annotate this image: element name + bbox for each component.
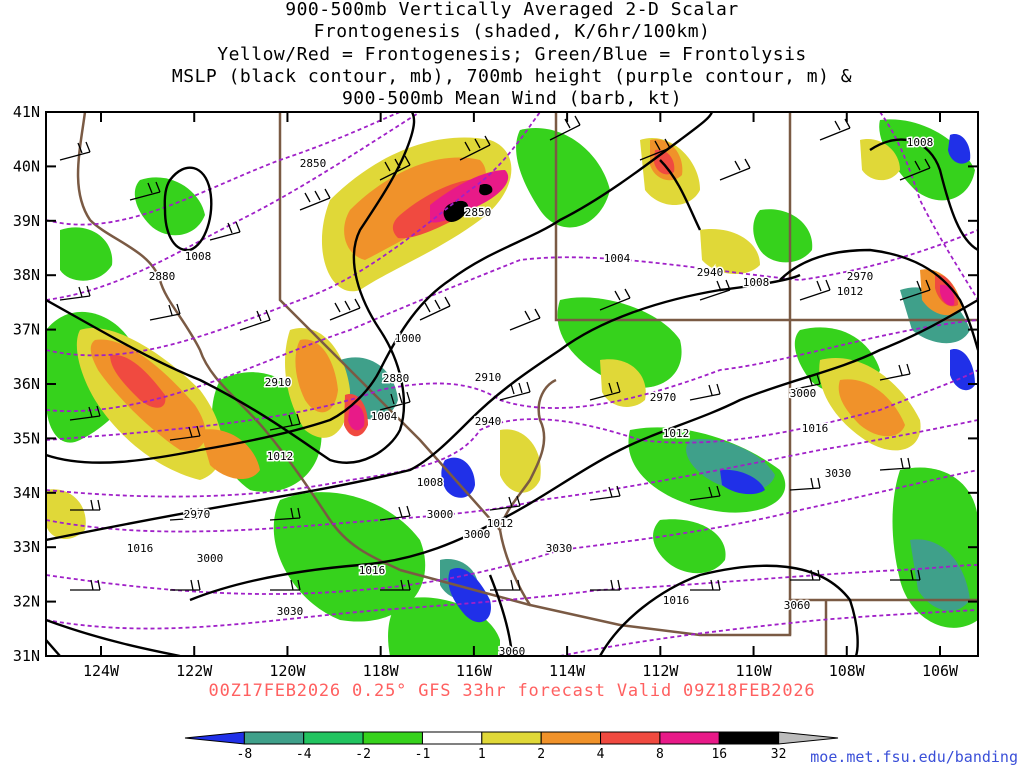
height-label: 3000	[790, 387, 817, 400]
state-borders	[76, 112, 978, 656]
title-line-5: 900-500mb Mean Wind (barb, kt)	[341, 88, 683, 109]
height-label: 2850	[300, 157, 327, 170]
lon-label: 118W	[363, 662, 400, 680]
height-label: 3000	[197, 552, 224, 565]
mslp-label: 1012	[837, 285, 864, 298]
mslp-label: 1008	[743, 276, 770, 289]
lat-label: 38N	[13, 266, 40, 284]
mslp-label: 1000	[395, 332, 422, 345]
height-label: 2970	[847, 270, 874, 283]
colorbar-label: 4	[597, 747, 605, 762]
latitude-axis: 41N 40N 39N 38N 37N 36N 35N 34N 33N 32N 31N	[13, 103, 978, 665]
colorbar-label: 16	[711, 747, 727, 762]
colorbar: -8 -4 -2 -1 1 2 4 8 16 32	[184, 731, 839, 762]
lat-label: 41N	[13, 103, 40, 121]
mslp-label: 1008	[417, 476, 444, 489]
height-label: 2910	[475, 371, 502, 384]
mslp-label: 1016	[359, 564, 386, 577]
lon-label: 108W	[829, 662, 866, 680]
lon-label: 124W	[83, 662, 120, 680]
title-line-2: Frontogenesis (shaded, K/6hr/100km)	[313, 21, 711, 42]
colorbar-swatch	[362, 731, 423, 745]
lon-label: 120W	[269, 662, 306, 680]
mslp-label: 1004	[604, 252, 631, 265]
colorbar-label: -1	[415, 747, 431, 762]
lon-label: 114W	[549, 662, 586, 680]
height-label: 2940	[697, 266, 724, 279]
credit-link[interactable]: moe.met.fsu.edu/banding	[810, 748, 1018, 766]
colorbar-swatch	[600, 731, 661, 745]
lon-label: 116W	[456, 662, 493, 680]
mslp-label: 1004	[371, 410, 398, 423]
mslp-label: 1008	[907, 136, 934, 149]
contour-labels: 1008 1008 1004 1000 1004 1012 1008 1016 …	[125, 135, 935, 660]
mslp-label: 1016	[802, 422, 829, 435]
longitude-axis: 124W 122W 120W 118W 116W 114W 112W 110W 108W 106W	[83, 112, 959, 680]
mslp-label: 1016	[127, 542, 154, 555]
height-label: 2880	[383, 372, 410, 385]
height-label: 3000	[464, 528, 491, 541]
colorbar-swatch	[481, 731, 542, 745]
height-label: 3000	[427, 508, 454, 521]
mslp-label: 1012	[663, 427, 690, 440]
lon-label: 112W	[642, 662, 679, 680]
height-label: 3030	[825, 467, 852, 480]
mslp-contours	[46, 112, 978, 656]
lat-label: 37N	[13, 321, 40, 339]
mslp-label: 1012	[267, 450, 294, 463]
colorbar-swatch	[540, 731, 602, 745]
title-line-4: MSLP (black contour, mb), 700mb height (…	[171, 66, 853, 87]
colorbar-label: -8	[237, 747, 253, 762]
colorbar-swatch	[184, 731, 245, 745]
lat-label: 33N	[13, 538, 40, 556]
lat-label: 39N	[13, 212, 40, 230]
height-label: 2910	[265, 376, 292, 389]
mslp-label: 1016	[663, 594, 690, 607]
mslp-label: 1012	[487, 517, 514, 530]
height-label: 2850	[465, 206, 492, 219]
lon-label: 106W	[922, 662, 959, 680]
lon-label: 110W	[735, 662, 772, 680]
height-label: 3030	[546, 542, 573, 555]
colorbar-label: 2	[537, 747, 545, 762]
colorbar-label: -2	[355, 747, 371, 762]
title-line-1: 900-500mb Vertically Averaged 2-D Scalar	[285, 0, 739, 20]
wind-barbs	[59, 115, 931, 591]
height-label: 2880	[149, 270, 176, 283]
colorbar-label: 8	[656, 747, 664, 762]
colorbar-swatch	[718, 731, 780, 745]
lon-label: 122W	[176, 662, 213, 680]
colorbar-swatch	[243, 731, 305, 745]
lat-label: 31N	[13, 647, 40, 665]
colorbar-swatch	[659, 731, 720, 745]
height-label: 2940	[475, 415, 502, 428]
frontogenesis-shading	[46, 119, 978, 656]
height-label: 3060	[784, 599, 811, 612]
height-label: 3030	[277, 605, 304, 618]
lat-label: 32N	[13, 593, 40, 611]
forecast-valid-text: 00Z17FEB2026 0.25° GFS 33hr forecast Val…	[208, 681, 816, 701]
colorbar-swatch	[421, 731, 483, 745]
lat-label: 34N	[13, 484, 40, 502]
colorbar-swatch	[303, 731, 364, 745]
lat-label: 35N	[13, 429, 40, 447]
title-line-3: Yellow/Red = Frontogenesis; Green/Blue =…	[217, 44, 807, 65]
lat-label: 40N	[13, 157, 40, 175]
height-label: 2970	[650, 391, 677, 404]
colorbar-swatch	[778, 731, 839, 745]
colorbar-label: 1	[478, 747, 486, 762]
mslp-label: 1008	[185, 250, 212, 263]
colorbar-label: -4	[296, 747, 312, 762]
height-label: 2970	[184, 508, 211, 521]
lat-label: 36N	[13, 375, 40, 393]
colorbar-label: 32	[771, 747, 787, 762]
